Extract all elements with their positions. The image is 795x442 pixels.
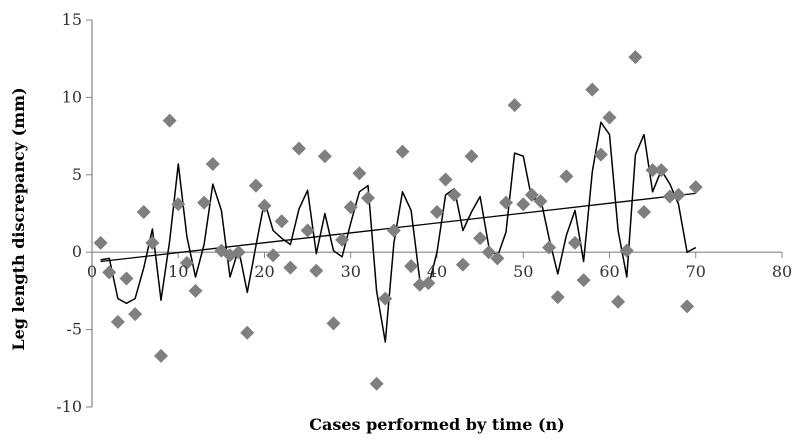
- data-point: [455, 257, 470, 272]
- data-point: [628, 50, 643, 65]
- data-point: [369, 376, 384, 391]
- data-point: [274, 214, 289, 229]
- y-tick-label: -10: [56, 397, 82, 416]
- y-tick-label: -5: [66, 320, 82, 339]
- y-axis-title: Leg length discrepancy (mm): [9, 87, 28, 350]
- data-point: [136, 204, 151, 219]
- tick-labels: -10 -5 0 5 10 15 0 10 20 30 40 50 60 70 80: [56, 10, 792, 416]
- data-point: [447, 187, 462, 202]
- x-tick-label: 60: [599, 262, 619, 281]
- data-point: [404, 259, 419, 274]
- data-point: [490, 251, 505, 266]
- y-tick-label: 5: [72, 165, 82, 184]
- x-tick-label: 30: [341, 262, 361, 281]
- data-point: [680, 299, 695, 314]
- data-point: [343, 200, 358, 215]
- data-point: [102, 265, 117, 280]
- data-point: [395, 144, 410, 159]
- data-point: [154, 348, 168, 363]
- data-point: [352, 166, 367, 181]
- data-point: [499, 195, 513, 210]
- data-point: [533, 194, 548, 209]
- x-tick-label: 20: [254, 262, 274, 281]
- data-point: [240, 325, 255, 340]
- data-point: [171, 197, 186, 212]
- data-point: [266, 248, 281, 263]
- x-tick-label: 50: [513, 262, 533, 281]
- data-point: [619, 243, 634, 258]
- x-tick-label: 80: [772, 262, 792, 281]
- data-point: [317, 149, 332, 164]
- data-point: [430, 204, 444, 219]
- data-point: [516, 197, 531, 212]
- data-point: [145, 235, 160, 250]
- data-point: [593, 147, 608, 162]
- data-point: [585, 82, 600, 97]
- data-point: [473, 231, 488, 246]
- data-point: [542, 240, 557, 255]
- trendline: [100, 192, 696, 263]
- y-tick-label: 0: [72, 242, 82, 261]
- data-point: [576, 273, 591, 288]
- data-point: [688, 180, 703, 195]
- data-point: [412, 277, 427, 292]
- data-point: [257, 198, 272, 213]
- x-tick-label: 40: [427, 262, 447, 281]
- data-point: [378, 291, 393, 306]
- data-point: [550, 290, 565, 305]
- data-point: [481, 245, 496, 260]
- data-point: [645, 163, 660, 178]
- x-axis-title: Cases performed by time (n): [309, 415, 565, 434]
- y-tick-label: 10: [62, 87, 82, 106]
- data-point: [671, 187, 686, 202]
- data-point: [654, 163, 669, 178]
- x-tick-label: 0: [87, 262, 97, 281]
- data-point: [421, 276, 436, 291]
- data-point: [386, 223, 401, 238]
- data-point: [568, 235, 582, 250]
- data-point: [611, 294, 626, 309]
- data-point: [507, 98, 522, 113]
- x-tick-label: 70: [686, 262, 706, 281]
- data-point: [214, 243, 229, 258]
- data-point: [438, 172, 453, 187]
- data-point: [464, 149, 479, 164]
- y-tick-label: 15: [62, 10, 82, 29]
- data-point: [248, 178, 263, 193]
- data-point: [300, 223, 315, 238]
- data-point: [231, 245, 246, 260]
- data-point: [559, 169, 574, 184]
- data-point: [162, 113, 177, 128]
- data-point: [205, 156, 220, 171]
- series-line: [100, 121, 697, 343]
- data-point: [361, 191, 375, 206]
- data-point: [179, 256, 194, 271]
- plot-area: [93, 50, 703, 391]
- data-point: [637, 204, 651, 219]
- data-point: [326, 316, 341, 331]
- data-point: [662, 189, 677, 204]
- data-point: [292, 141, 306, 156]
- data-point: [119, 271, 134, 286]
- data-point: [93, 235, 108, 250]
- x-tick-label: 10: [168, 262, 188, 281]
- data-point: [602, 110, 617, 125]
- data-point: [524, 187, 539, 202]
- data-point: [197, 195, 212, 210]
- data-point: [128, 307, 143, 322]
- data-point: [283, 260, 298, 275]
- data-point: [110, 314, 125, 329]
- data-point: [309, 263, 324, 278]
- data-point: [335, 232, 350, 247]
- data-point: [188, 283, 203, 298]
